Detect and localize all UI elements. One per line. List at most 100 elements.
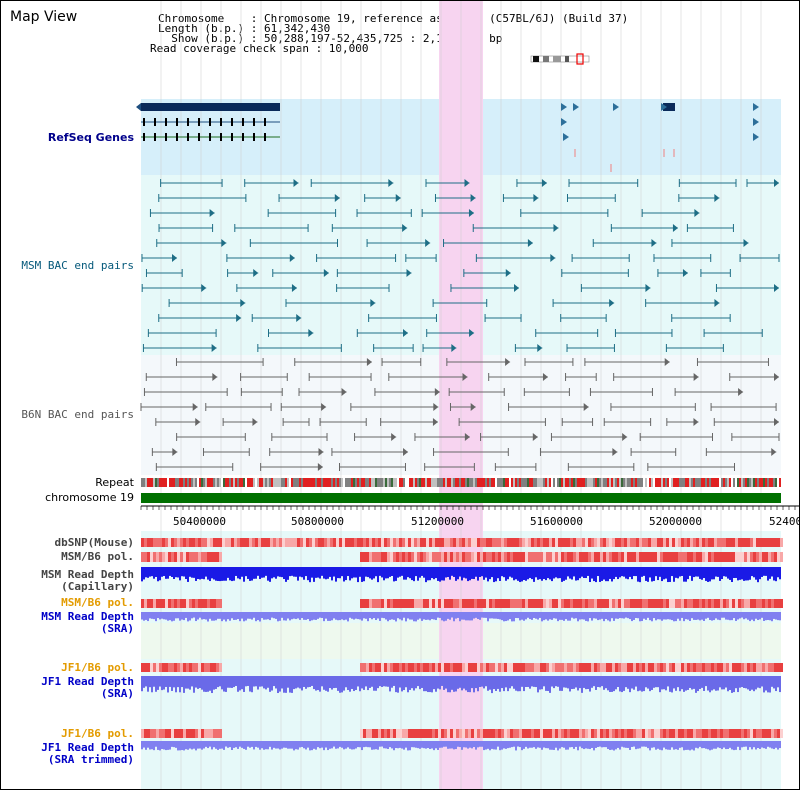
pol-cell (195, 552, 198, 562)
repeat-seg (607, 478, 609, 487)
pol-cell (684, 729, 687, 738)
pol-cell (447, 729, 450, 738)
bac-end (532, 433, 538, 441)
pol-cell (621, 552, 624, 562)
pol-cell (300, 538, 303, 547)
depth-bar (323, 612, 325, 622)
pol-cell (579, 663, 582, 672)
repeat-seg (465, 478, 467, 487)
depth-bar (629, 612, 631, 620)
depth-bar (439, 612, 441, 618)
repeat-seg (327, 478, 329, 487)
pol-cell (363, 552, 366, 562)
bac-end (542, 373, 548, 381)
depth-bar (625, 741, 627, 748)
depth-bar (205, 741, 207, 747)
depth-bar (543, 612, 545, 621)
pol-cell (426, 663, 429, 672)
depth-bar (525, 612, 527, 620)
depth-bar (183, 676, 185, 693)
chromosome-ideogram-icon[interactable] (529, 53, 593, 65)
depth-bar (667, 741, 669, 750)
pol-cell (471, 538, 474, 547)
bac-end (236, 314, 242, 322)
repeat-seg (395, 478, 397, 487)
depth-bar (381, 676, 383, 687)
pol-cell (633, 538, 636, 547)
depth-bar (383, 567, 385, 581)
depth-bar (601, 567, 603, 581)
depth-bar (211, 741, 213, 750)
pol-cell (180, 538, 183, 547)
depth-bar (221, 741, 223, 749)
repeat-seg (745, 478, 747, 487)
depth-bar (485, 612, 487, 618)
depth-bar (375, 612, 377, 621)
pol-cell (612, 663, 615, 672)
repeat-seg (611, 478, 613, 487)
bac-end (252, 418, 258, 426)
pol-cell (417, 729, 420, 738)
repeat-seg (417, 478, 419, 487)
pol-cell (735, 663, 738, 672)
depth-bar (717, 676, 719, 691)
depth-bar (775, 612, 777, 620)
depth-bar (191, 567, 193, 578)
pol-cell (597, 538, 600, 547)
depth-bar (355, 612, 357, 619)
pol-cell (516, 729, 519, 738)
depth-bar (323, 741, 325, 751)
depth-bar (407, 741, 409, 751)
pol-cell (549, 552, 552, 562)
depth-bar (641, 567, 643, 577)
depth-bar (535, 741, 537, 749)
repeat-seg (389, 478, 391, 487)
pol-cell (162, 538, 165, 547)
depth-bar (193, 567, 195, 578)
bac-end (672, 224, 678, 232)
pol-cell (555, 663, 558, 672)
depth-bar (701, 676, 703, 688)
pol-cell (666, 729, 669, 738)
depth-bar (761, 741, 763, 748)
depth-bar (661, 567, 663, 582)
depth-bar (731, 612, 733, 621)
pol-cell (180, 599, 183, 608)
repeat-seg (509, 478, 511, 487)
depth-bar (585, 676, 587, 690)
depth-bar (571, 676, 573, 689)
exon (165, 118, 167, 126)
depth-bar (361, 741, 363, 751)
bac-end (470, 194, 476, 202)
depth-bar (431, 741, 433, 749)
depth-bar (467, 612, 469, 621)
pol-cell (375, 552, 378, 562)
repeat-seg (759, 478, 761, 487)
depth-bar (393, 612, 395, 620)
pol-cell (585, 729, 588, 738)
pol-cell (369, 538, 372, 547)
pol-cell (603, 663, 606, 672)
pol-cell (477, 599, 480, 608)
pol-cell (489, 552, 492, 562)
depth-bar (215, 676, 217, 689)
repeat-seg (595, 478, 597, 487)
pol-cell (714, 538, 717, 547)
pol-cell (738, 599, 741, 608)
pol-cell (510, 729, 513, 738)
pol-cell (510, 599, 513, 608)
depth-bar (763, 741, 765, 749)
repeat-seg (537, 478, 539, 487)
repeat-seg (185, 478, 187, 487)
repeat-seg (643, 478, 645, 487)
repeat-seg (769, 478, 771, 487)
repeat-seg (687, 478, 689, 487)
depth-bar (391, 612, 393, 620)
depth-bar (585, 741, 587, 749)
repeat-seg (721, 478, 723, 487)
repeat-seg (427, 478, 429, 487)
repeat-seg (775, 478, 777, 487)
depth-bar (707, 676, 709, 691)
depth-bar (579, 741, 581, 747)
